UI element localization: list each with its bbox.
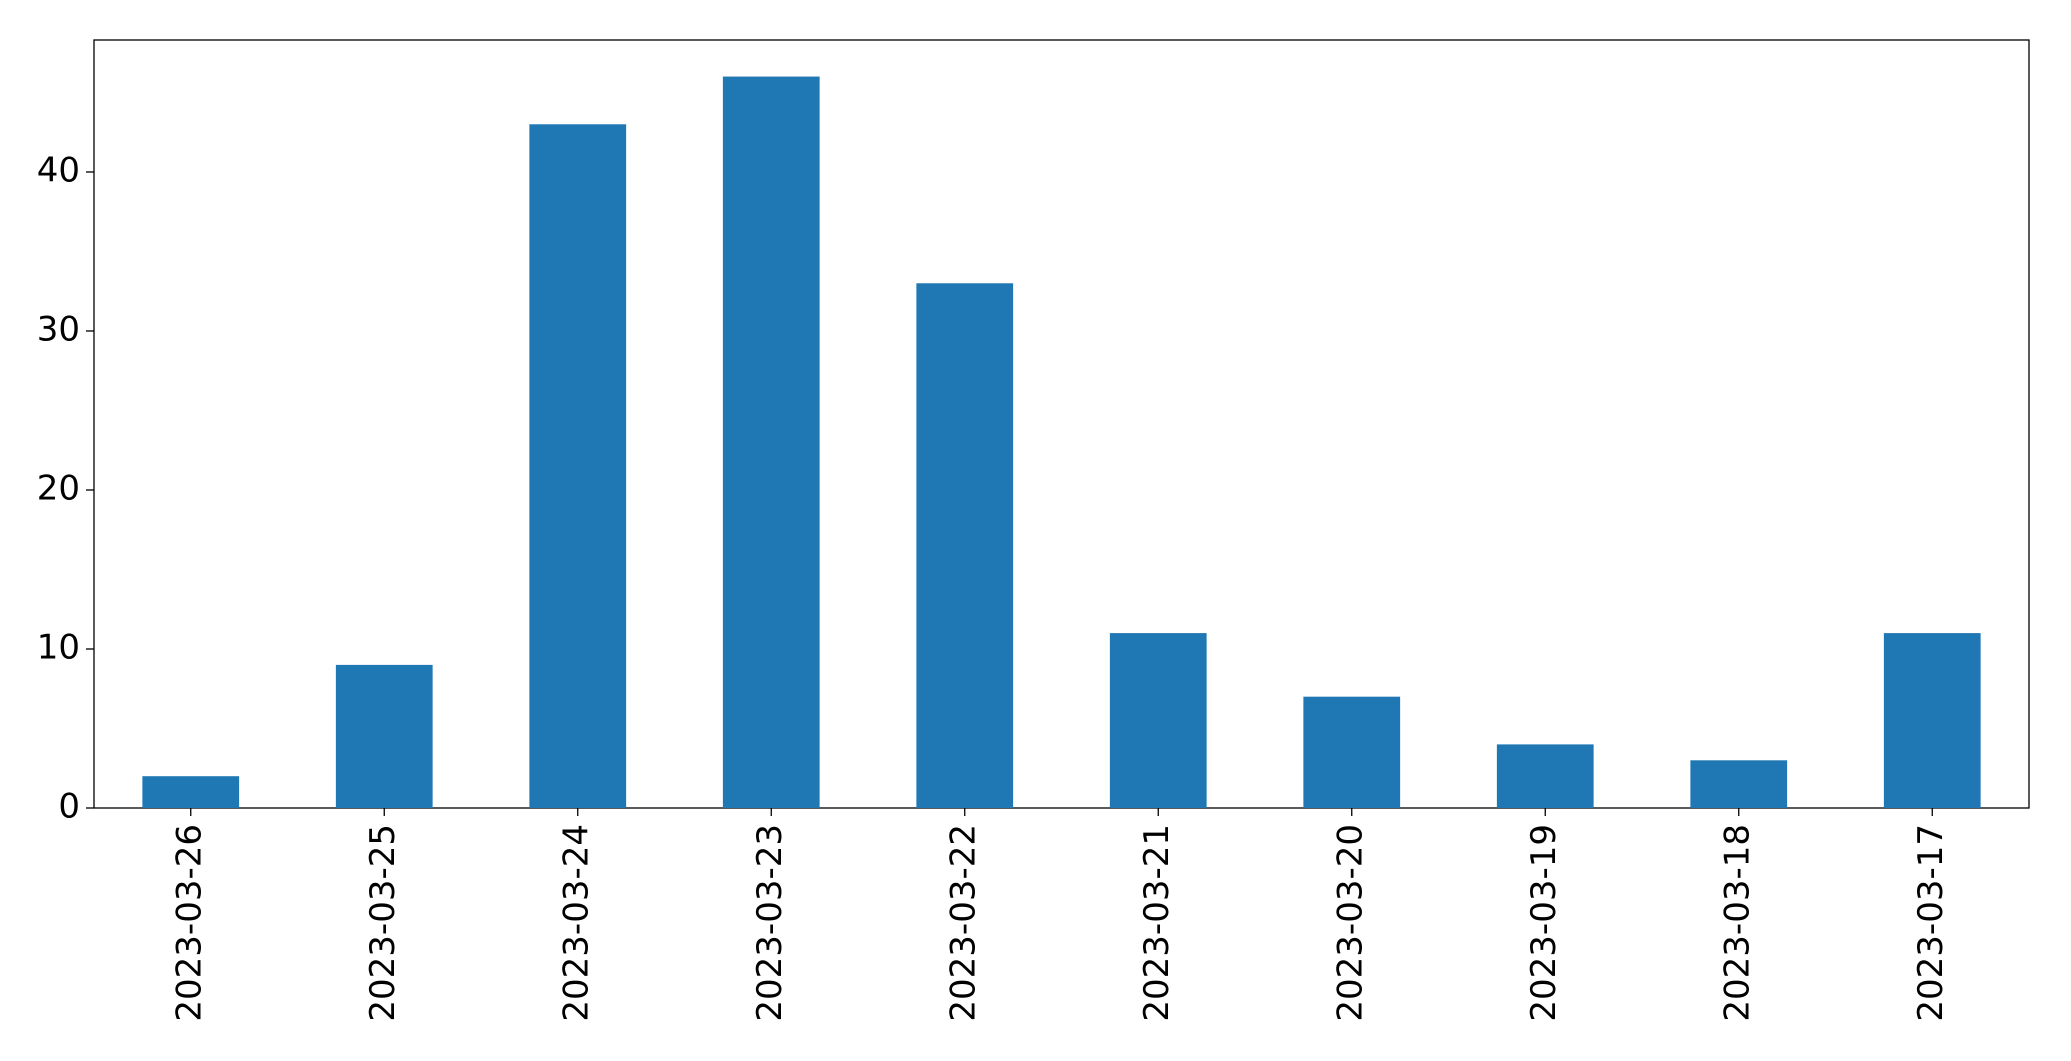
bar	[335, 664, 433, 808]
x-tick-label: 2023-03-21	[1137, 824, 1177, 1022]
y-tick-label: 40	[37, 150, 80, 190]
bar	[1496, 744, 1594, 808]
plot-frame	[93, 39, 2030, 809]
bar	[1883, 633, 1981, 808]
bar	[1690, 760, 1788, 808]
y-tick-label: 10	[37, 627, 80, 667]
bar	[1303, 696, 1401, 808]
x-tick-label: 2023-03-25	[363, 824, 403, 1022]
x-tick-label: 2023-03-19	[1524, 824, 1564, 1022]
x-tick-label: 2023-03-22	[943, 824, 983, 1022]
bar	[1109, 633, 1207, 808]
bar	[529, 124, 627, 808]
x-tick-label: 2023-03-24	[556, 824, 596, 1022]
y-tick-label: 0	[58, 787, 80, 827]
y-tick-label: 30	[37, 309, 80, 349]
x-tick-label: 2023-03-17	[1911, 824, 1951, 1022]
y-tick-label: 20	[37, 468, 80, 508]
x-tick-label: 2023-03-26	[169, 824, 209, 1022]
x-tick-label: 2023-03-20	[1330, 824, 1370, 1022]
bar	[142, 776, 240, 808]
bar	[916, 283, 1014, 808]
x-tick-label: 2023-03-18	[1717, 824, 1757, 1022]
bar	[722, 76, 820, 809]
x-tick-label: 2023-03-23	[750, 824, 790, 1022]
